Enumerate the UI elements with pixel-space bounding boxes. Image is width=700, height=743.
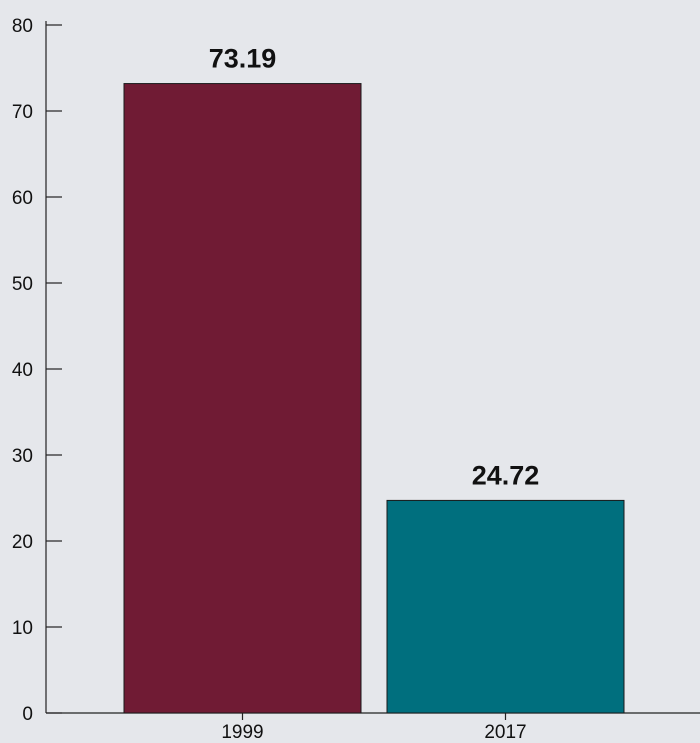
- data-label-2017: 24.72: [472, 460, 540, 490]
- bar-1999: [123, 83, 362, 714]
- x-tick-label-2017: 2017: [484, 722, 526, 743]
- y-tick-label-80: 80: [12, 16, 33, 37]
- y-tick-label-50: 50: [12, 274, 33, 295]
- x-tick-label-1999: 1999: [221, 722, 263, 743]
- y-tick-label-70: 70: [12, 102, 33, 123]
- y-tick-label-60: 60: [12, 188, 33, 209]
- bars: [123, 83, 625, 714]
- y-axis: 0 10 20 30 40 50 60 70 80: [12, 16, 62, 725]
- y-tick-label-30: 30: [12, 446, 33, 467]
- data-labels: 73.19 24.72: [209, 44, 540, 491]
- y-tick-label-20: 20: [12, 532, 33, 553]
- bar-2017: [386, 499, 625, 714]
- y-tick-label-40: 40: [12, 360, 33, 381]
- y-tick-label-10: 10: [12, 618, 33, 639]
- data-label-1999: 73.19: [209, 44, 277, 74]
- y-tick-label-0: 0: [22, 704, 33, 725]
